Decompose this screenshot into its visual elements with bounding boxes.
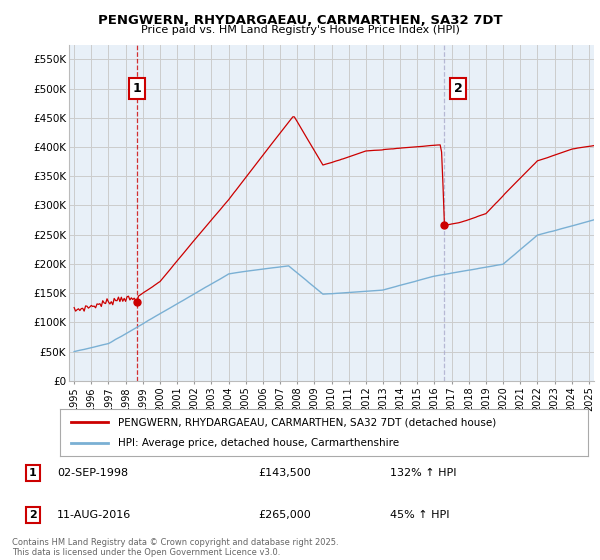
Text: 11-AUG-2016: 11-AUG-2016	[57, 510, 131, 520]
Text: 132% ↑ HPI: 132% ↑ HPI	[390, 468, 457, 478]
Text: 1: 1	[29, 468, 37, 478]
Text: 02-SEP-1998: 02-SEP-1998	[57, 468, 128, 478]
Text: £265,000: £265,000	[258, 510, 311, 520]
Text: Price paid vs. HM Land Registry's House Price Index (HPI): Price paid vs. HM Land Registry's House …	[140, 25, 460, 35]
Text: HPI: Average price, detached house, Carmarthenshire: HPI: Average price, detached house, Carm…	[118, 438, 399, 448]
Text: £143,500: £143,500	[258, 468, 311, 478]
Text: 1: 1	[133, 82, 142, 95]
Text: 2: 2	[454, 82, 463, 95]
Text: 2: 2	[29, 510, 37, 520]
Text: PENGWERN, RHYDARGAEAU, CARMARTHEN, SA32 7DT: PENGWERN, RHYDARGAEAU, CARMARTHEN, SA32 …	[98, 14, 502, 27]
Text: PENGWERN, RHYDARGAEAU, CARMARTHEN, SA32 7DT (detached house): PENGWERN, RHYDARGAEAU, CARMARTHEN, SA32 …	[118, 417, 496, 427]
Text: 45% ↑ HPI: 45% ↑ HPI	[390, 510, 449, 520]
Text: Contains HM Land Registry data © Crown copyright and database right 2025.
This d: Contains HM Land Registry data © Crown c…	[12, 538, 338, 557]
